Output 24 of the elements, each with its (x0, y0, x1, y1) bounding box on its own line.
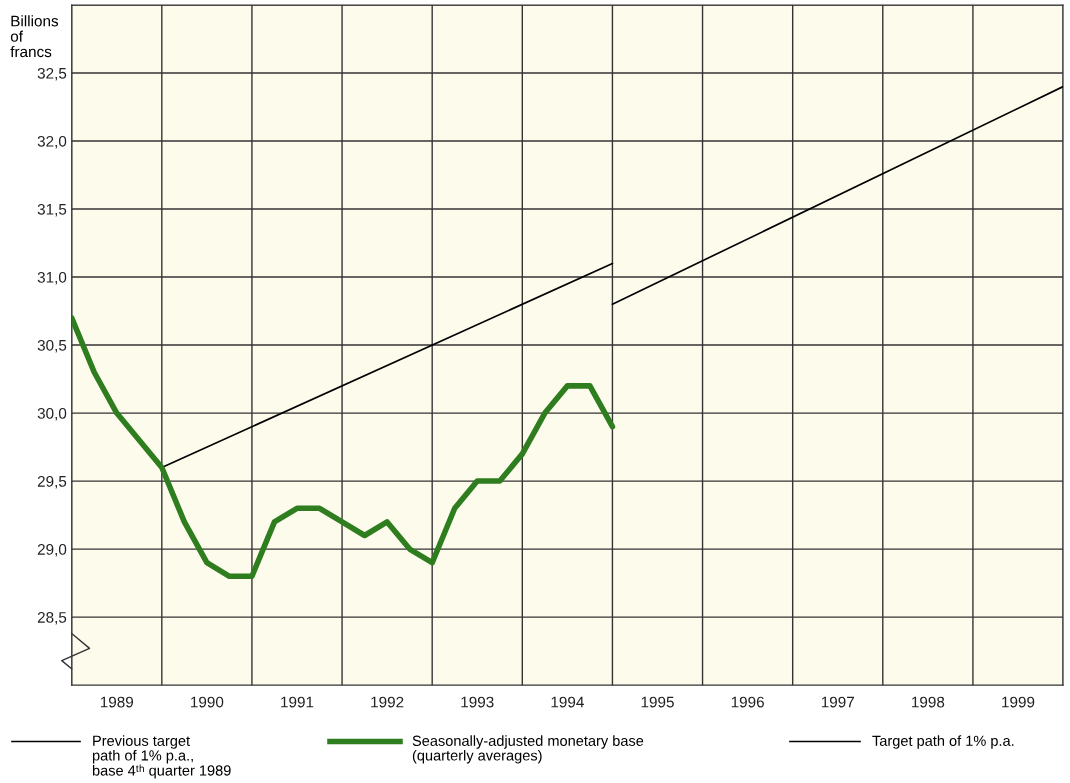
x-tick-label: 1995 (641, 696, 674, 708)
y-tick-label: 32,5 (37, 67, 67, 81)
y-tick-label: 29,5 (37, 475, 67, 489)
y-tick-label: 32,0 (37, 135, 67, 149)
y-tick-label: 31,0 (37, 271, 67, 285)
y-tick-label: 31,5 (37, 203, 67, 217)
legend-label: Previous target path of 1% p.a., base 4ᵗʰ quarter 1989 (92, 735, 231, 779)
x-tick-label: 1996 (731, 696, 764, 708)
x-tick-label: 1992 (371, 696, 404, 708)
y-axis-title: Billions of francs (10, 15, 59, 58)
x-tick-label: 1997 (821, 696, 854, 708)
x-tick-label: 1991 (281, 696, 314, 708)
x-tick-label: 1999 (1002, 696, 1035, 708)
y-tick-label: 28,5 (37, 611, 67, 625)
legend-label: Target path of 1% p.a. (872, 735, 1014, 749)
legend-label: Seasonally-adjusted monetary base (quarterly averages) (412, 735, 644, 764)
x-tick-label: 1998 (912, 696, 945, 708)
x-tick-label: 1990 (191, 696, 224, 708)
y-tick-label: 30,0 (37, 407, 67, 421)
y-tick-label: 29,0 (37, 543, 67, 557)
x-tick-label: 1993 (461, 696, 494, 708)
y-tick-label: 30,5 (37, 339, 67, 353)
x-tick-label: 1989 (100, 696, 134, 708)
x-tick-label: 1994 (551, 696, 584, 708)
